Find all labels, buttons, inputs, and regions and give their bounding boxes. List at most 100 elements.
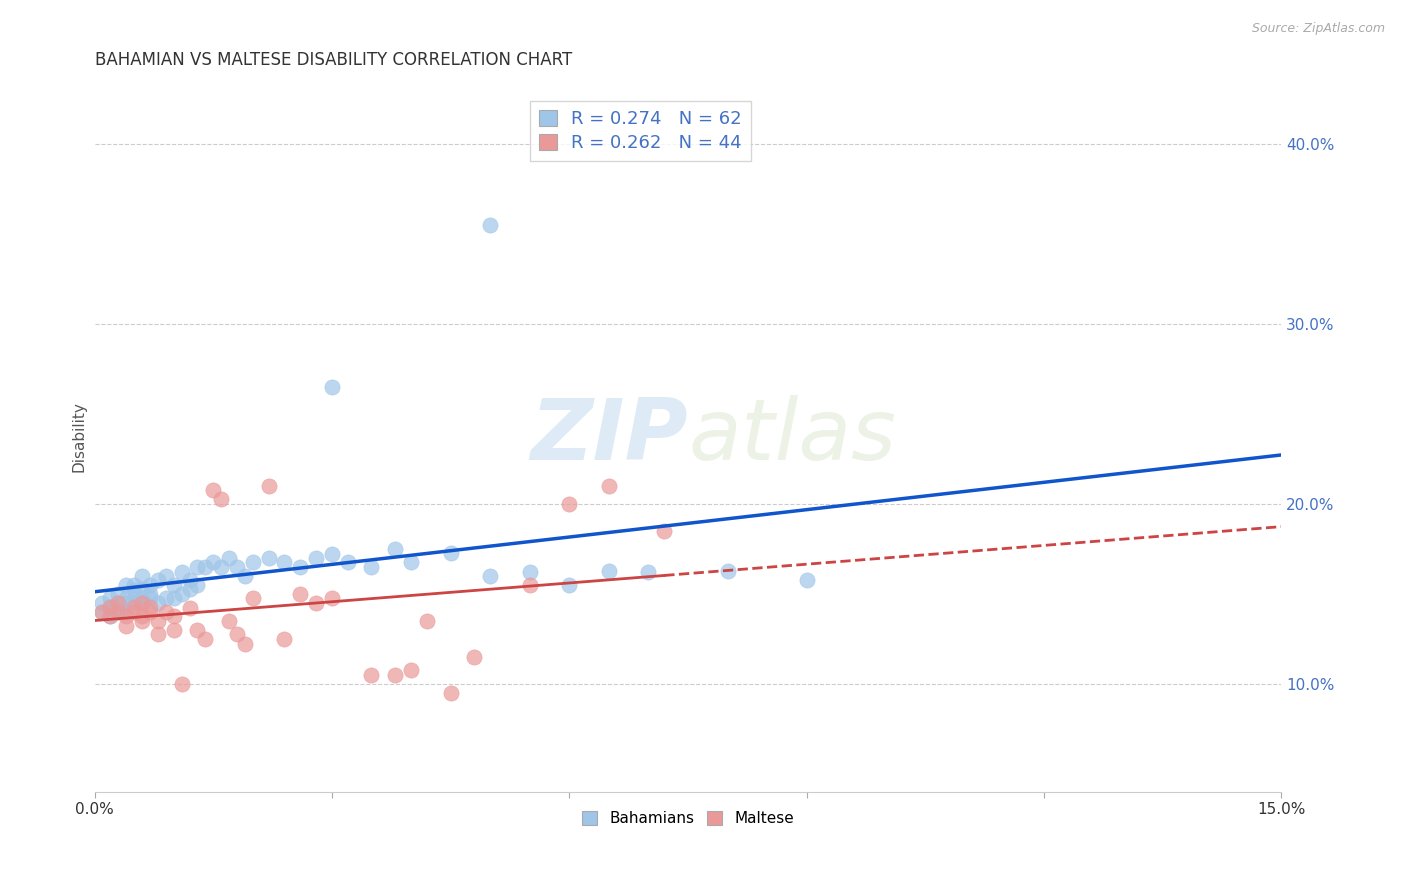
Point bbox=[519, 566, 541, 580]
Point bbox=[131, 569, 153, 583]
Point bbox=[122, 605, 145, 619]
Point bbox=[163, 591, 186, 605]
Point bbox=[463, 650, 485, 665]
Point bbox=[384, 542, 406, 557]
Point bbox=[155, 605, 177, 619]
Point bbox=[131, 596, 153, 610]
Point bbox=[399, 555, 422, 569]
Point bbox=[637, 566, 659, 580]
Point bbox=[100, 599, 122, 614]
Legend: Bahamians, Maltese: Bahamians, Maltese bbox=[575, 804, 801, 834]
Point bbox=[226, 560, 249, 574]
Point bbox=[257, 551, 280, 566]
Point bbox=[273, 632, 295, 646]
Point bbox=[336, 555, 359, 569]
Point bbox=[226, 626, 249, 640]
Point bbox=[321, 591, 343, 605]
Text: atlas: atlas bbox=[688, 395, 896, 478]
Point bbox=[146, 626, 169, 640]
Text: Source: ZipAtlas.com: Source: ZipAtlas.com bbox=[1251, 22, 1385, 36]
Point bbox=[233, 637, 256, 651]
Point bbox=[598, 479, 620, 493]
Point bbox=[163, 578, 186, 592]
Point bbox=[139, 578, 162, 592]
Point bbox=[146, 614, 169, 628]
Point bbox=[115, 596, 138, 610]
Point bbox=[107, 587, 129, 601]
Point bbox=[107, 596, 129, 610]
Point bbox=[139, 587, 162, 601]
Point bbox=[139, 591, 162, 605]
Point bbox=[146, 596, 169, 610]
Text: BAHAMIAN VS MALTESE DISABILITY CORRELATION CHART: BAHAMIAN VS MALTESE DISABILITY CORRELATI… bbox=[94, 51, 572, 69]
Point bbox=[107, 605, 129, 619]
Point bbox=[131, 614, 153, 628]
Point bbox=[107, 605, 129, 619]
Point bbox=[155, 569, 177, 583]
Point bbox=[122, 599, 145, 614]
Point bbox=[242, 591, 264, 605]
Point bbox=[218, 551, 240, 566]
Point bbox=[179, 601, 201, 615]
Point bbox=[186, 560, 208, 574]
Point bbox=[242, 555, 264, 569]
Point bbox=[194, 560, 217, 574]
Point bbox=[122, 596, 145, 610]
Point bbox=[131, 596, 153, 610]
Point bbox=[122, 583, 145, 598]
Point bbox=[91, 596, 114, 610]
Point bbox=[209, 560, 232, 574]
Point bbox=[360, 560, 382, 574]
Point bbox=[321, 548, 343, 562]
Point bbox=[107, 596, 129, 610]
Point bbox=[305, 596, 328, 610]
Point bbox=[416, 614, 439, 628]
Point bbox=[131, 608, 153, 623]
Y-axis label: Disability: Disability bbox=[72, 401, 86, 472]
Point bbox=[170, 587, 193, 601]
Point bbox=[558, 497, 581, 511]
Text: ZIP: ZIP bbox=[530, 395, 688, 478]
Point bbox=[115, 608, 138, 623]
Point bbox=[233, 569, 256, 583]
Point bbox=[202, 483, 225, 497]
Point bbox=[91, 605, 114, 619]
Point bbox=[100, 608, 122, 623]
Point bbox=[100, 599, 122, 614]
Point bbox=[163, 623, 186, 637]
Point bbox=[179, 573, 201, 587]
Point bbox=[796, 573, 818, 587]
Point bbox=[179, 582, 201, 596]
Point bbox=[115, 578, 138, 592]
Point bbox=[122, 591, 145, 605]
Point bbox=[716, 564, 738, 578]
Point bbox=[163, 608, 186, 623]
Point bbox=[186, 623, 208, 637]
Point bbox=[115, 601, 138, 615]
Point bbox=[321, 380, 343, 394]
Point bbox=[558, 578, 581, 592]
Point bbox=[146, 573, 169, 587]
Point bbox=[305, 551, 328, 566]
Point bbox=[202, 555, 225, 569]
Point bbox=[100, 608, 122, 623]
Point bbox=[170, 566, 193, 580]
Point bbox=[107, 599, 129, 614]
Point bbox=[519, 578, 541, 592]
Point bbox=[194, 632, 217, 646]
Point bbox=[115, 619, 138, 633]
Point bbox=[131, 582, 153, 596]
Point bbox=[257, 479, 280, 493]
Point bbox=[115, 591, 138, 605]
Point bbox=[91, 605, 114, 619]
Point bbox=[652, 524, 675, 538]
Point bbox=[100, 591, 122, 605]
Point bbox=[209, 491, 232, 506]
Point bbox=[399, 663, 422, 677]
Point bbox=[155, 591, 177, 605]
Point bbox=[439, 686, 461, 700]
Point bbox=[186, 578, 208, 592]
Point bbox=[290, 560, 312, 574]
Point bbox=[139, 599, 162, 614]
Point bbox=[479, 569, 502, 583]
